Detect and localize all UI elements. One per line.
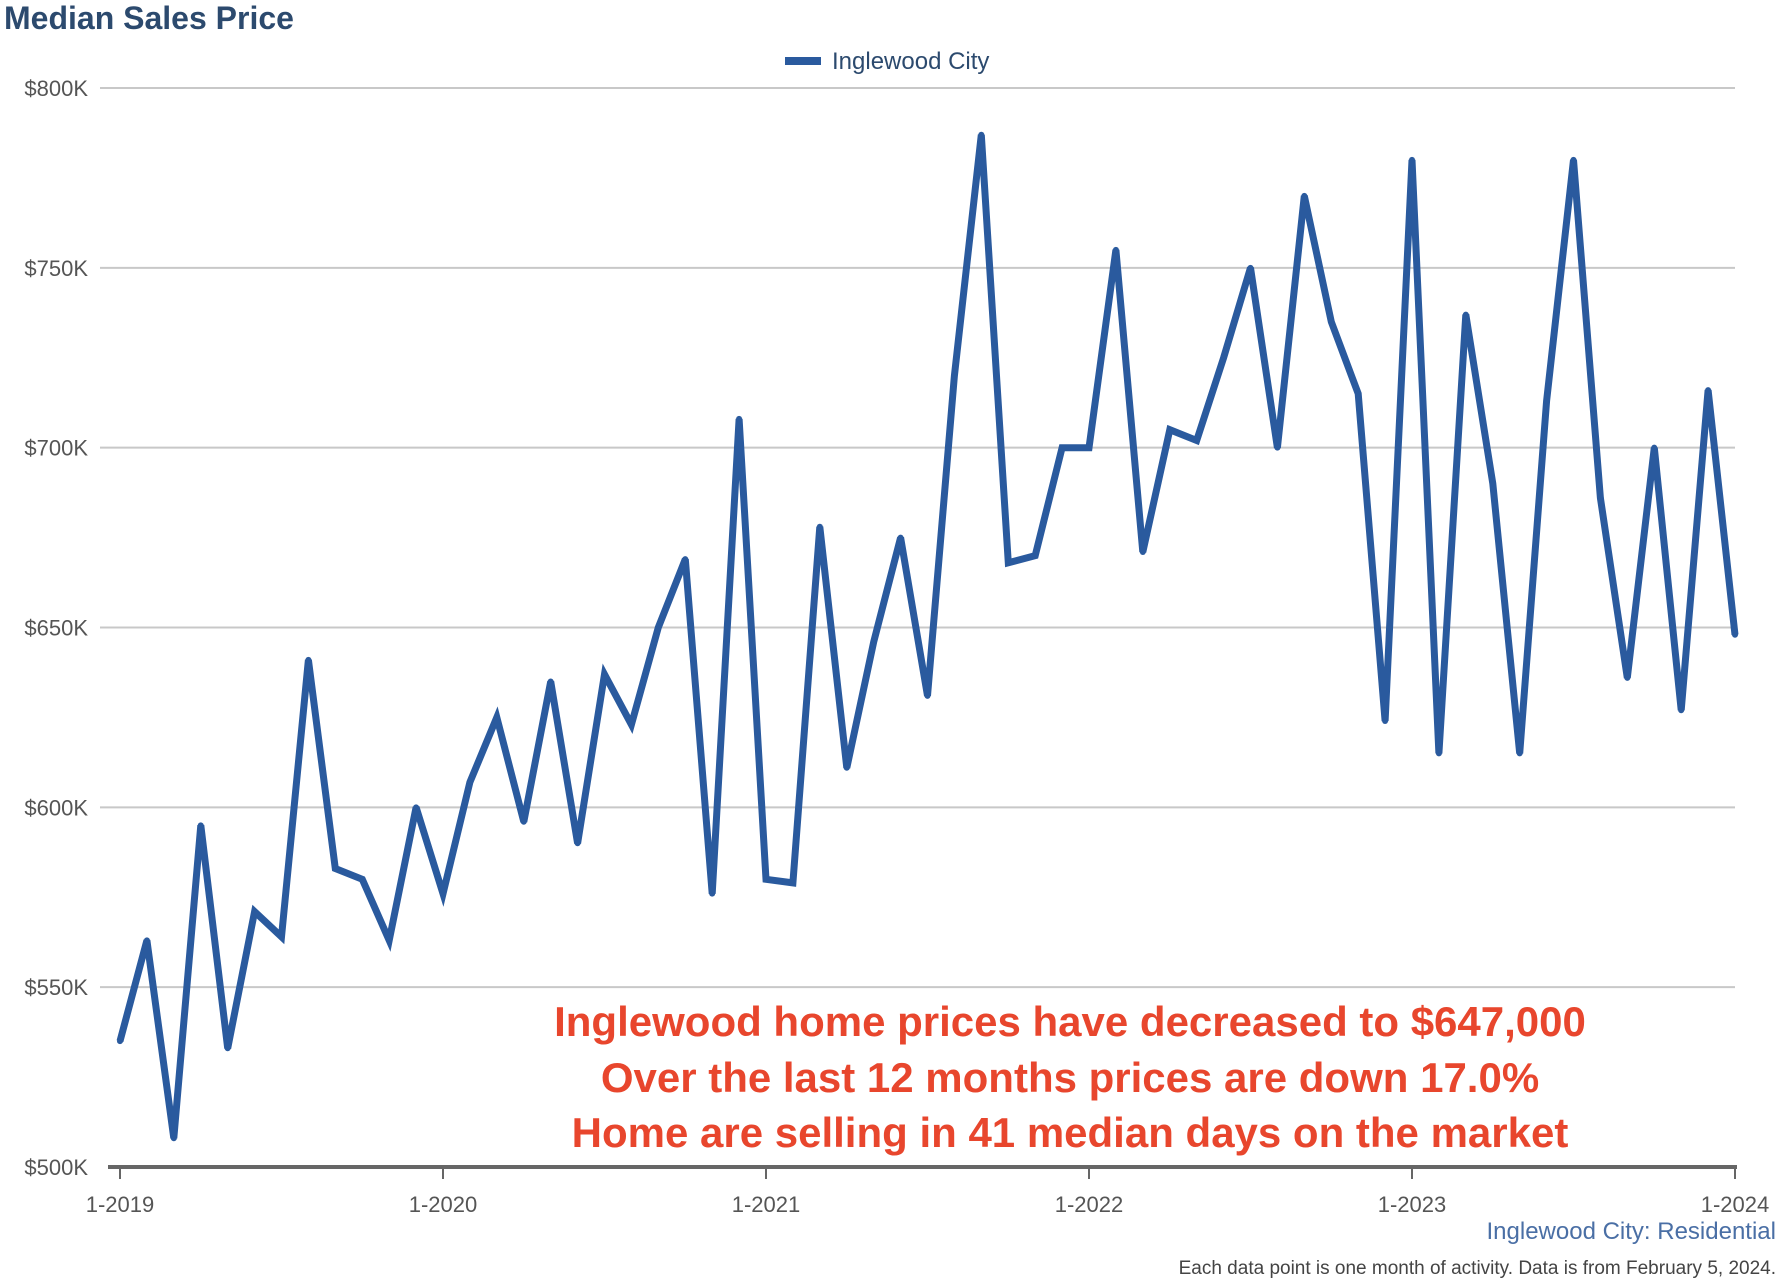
data-point [1274,444,1281,451]
data-point [197,822,204,829]
data-point [843,764,850,771]
chart-title: Median Sales Price [4,0,294,36]
data-point [1220,354,1227,361]
data-point [1059,444,1066,451]
data-point [1489,480,1496,487]
data-point [1086,444,1092,451]
data-point [1597,495,1604,502]
y-tick-label: $750K [24,256,88,281]
data-point [1032,552,1039,559]
data-point [493,714,500,721]
data-point [224,1045,231,1052]
data-point [520,818,527,825]
data-point [170,1135,177,1142]
y-tick-label: $650K [24,616,88,641]
gridlines [100,87,1735,989]
data-point [978,131,985,138]
data-point [1139,548,1146,555]
data-point [143,937,150,944]
data-point [736,415,743,422]
y-tick-label: $500K [24,1155,88,1180]
data-point [1624,674,1631,681]
data-point [897,534,904,541]
data-point [763,876,769,883]
data-point [1570,156,1577,163]
data-point [1247,264,1254,271]
y-tick-label: $800K [24,76,88,101]
data-point [924,692,931,699]
data-point [117,1038,123,1045]
series-layer [116,131,1739,1142]
data-point [951,372,958,379]
x-axis [108,1165,1737,1179]
legend-label: Inglewood City [832,48,989,75]
data-point [574,840,581,847]
x-tick-label: 1-2022 [1055,1192,1124,1217]
data-point [547,678,554,685]
data-point [466,779,473,786]
data-point [1382,718,1389,725]
data-point [1166,426,1173,433]
data-point [1112,246,1119,253]
x-axis-tick-labels: 1-2019 1-2020 1-2021 1-2022 1-2023 1-2024 [86,1192,1770,1217]
data-point [440,890,446,897]
data-point [601,671,608,678]
data-point [359,876,366,883]
x-tick-label: 1-2024 [1701,1192,1770,1217]
data-point [305,656,312,663]
data-point [1516,750,1523,757]
annotation-line-1: Inglewood home prices have decreased to … [554,998,1586,1045]
data-point [709,890,716,897]
x-tick-label: 1-2023 [1378,1192,1447,1217]
annotation-line-2: Over the last 12 months prices are down … [601,1054,1539,1101]
data-point [1462,311,1469,318]
data-point [1355,390,1362,397]
data-point [1651,444,1658,451]
x-tick-label: 1-2021 [732,1192,801,1217]
data-point [682,556,689,563]
legend-swatch [785,57,821,65]
y-tick-label: $700K [24,436,88,461]
data-point [1435,750,1442,757]
data-point [332,865,339,872]
data-point [251,908,258,915]
source-label: Inglewood City: Residential [1486,1218,1777,1245]
data-point [1705,387,1712,394]
y-tick-label: $550K [24,975,88,1000]
data-point [413,804,420,811]
data-point [1005,559,1012,566]
data-point [1301,192,1308,199]
data-point [1543,397,1550,404]
data-point [628,721,635,728]
data-point [1193,437,1200,444]
data-point [1328,318,1335,325]
data-point [386,937,393,944]
data-point [870,638,877,645]
data-point [1409,156,1415,163]
footnote: Each data point is one month of activity… [1178,1258,1776,1279]
annotations: Inglewood home prices have decreased to … [554,998,1586,1156]
y-axis-tick-labels: $500K $550K $600K $650K $700K $750K $800K [24,76,88,1180]
x-tick-label: 1-2020 [409,1192,478,1217]
annotation-line-3: Home are selling in 41 median days on th… [572,1109,1569,1156]
data-point [789,879,796,886]
data-point [278,933,285,940]
legend: Inglewood City [785,48,989,75]
data-point [1732,631,1738,638]
data-point [655,624,662,631]
x-tick-label: 1-2019 [86,1192,155,1217]
data-point [816,523,823,530]
data-point [1678,707,1685,714]
y-tick-label: $600K [24,795,88,820]
